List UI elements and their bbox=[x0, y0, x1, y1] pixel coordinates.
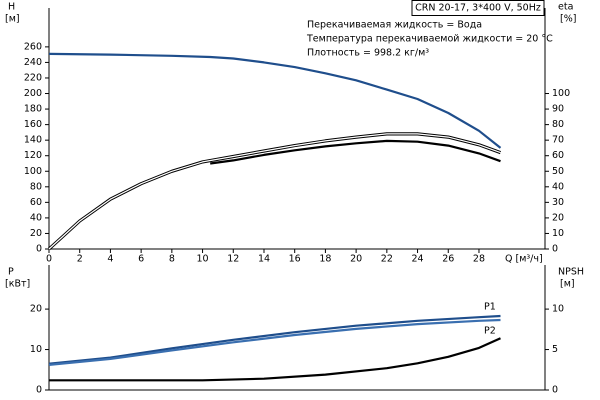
curve-label: P1 bbox=[484, 301, 496, 312]
y-tick-label: 10 bbox=[30, 344, 42, 355]
y-axis-label: H bbox=[8, 2, 15, 13]
y-tick-label: 60 bbox=[30, 197, 42, 208]
y2-tick-label: 5 bbox=[552, 344, 558, 355]
y-tick-label: 160 bbox=[24, 119, 42, 130]
annotation: Плотность = 998.2 кг/м³ bbox=[307, 48, 429, 59]
curve-inner bbox=[48, 133, 501, 250]
curve bbox=[48, 52, 502, 149]
y2-tick-label: 30 bbox=[552, 197, 564, 208]
x-tick-label: 18 bbox=[319, 254, 331, 265]
y2-tick-label: 60 bbox=[552, 150, 564, 161]
y-tick-label: 140 bbox=[24, 135, 42, 146]
y-tick-label: 220 bbox=[24, 72, 42, 83]
y-tick-label: 0 bbox=[36, 244, 42, 255]
y2-tick-label: 90 bbox=[552, 104, 564, 115]
x-tick-label: 20 bbox=[350, 254, 362, 265]
x-tick-label: 14 bbox=[258, 254, 270, 265]
y-tick-label: 120 bbox=[24, 150, 42, 161]
x-tick-label: 6 bbox=[138, 254, 144, 265]
y-tick-label: 260 bbox=[24, 41, 42, 52]
x-tick-label: 8 bbox=[169, 254, 175, 265]
x-tick-label: 4 bbox=[107, 254, 113, 265]
y-tick-label: 100 bbox=[24, 166, 42, 177]
y2-tick-label: 10 bbox=[552, 228, 564, 239]
curve bbox=[48, 318, 501, 366]
y-tick-label: 200 bbox=[24, 88, 42, 99]
y2-tick-label: 100 bbox=[552, 88, 570, 99]
curve bbox=[210, 139, 501, 165]
y2-tick-label: 20 bbox=[552, 212, 564, 223]
x-tick-label: 28 bbox=[473, 254, 485, 265]
y2-tick-label: 40 bbox=[552, 181, 564, 192]
y2-tick-label: 80 bbox=[552, 119, 564, 130]
y-tick-label: 0 bbox=[36, 385, 42, 396]
annotation: Перекачиваемая жидкость = Вода bbox=[307, 20, 482, 31]
y-axis-unit: [м] bbox=[5, 14, 20, 25]
y-tick-label: 40 bbox=[30, 212, 42, 223]
curve bbox=[48, 314, 501, 365]
y-axis-unit: [кВт] bbox=[5, 279, 30, 290]
x-tick-label: 22 bbox=[381, 254, 393, 265]
x-tick-label: 12 bbox=[227, 254, 239, 265]
x-tick-label: 24 bbox=[411, 254, 423, 265]
y-tick-label: 80 bbox=[30, 181, 42, 192]
x-tick-label: 2 bbox=[77, 254, 83, 265]
y-tick-label: 180 bbox=[24, 104, 42, 115]
annotation: Температура перекачиваемой жидкости = 20… bbox=[306, 34, 553, 45]
model-box bbox=[411, 0, 545, 16]
y-tick-label: 240 bbox=[24, 57, 42, 68]
y-tick-label: 20 bbox=[30, 228, 42, 239]
y2-axis-unit: [м] bbox=[560, 279, 575, 290]
curve-label: P2 bbox=[484, 326, 496, 337]
y2-tick-label: 70 bbox=[552, 135, 564, 146]
model-label: CRN 20-17, 3*400 V, 50Hz bbox=[415, 3, 541, 14]
x-tick-label: 0 bbox=[46, 254, 52, 265]
x-tick-label: 26 bbox=[442, 254, 454, 265]
y2-axis-label: eta bbox=[558, 2, 573, 13]
y-axis-label: P bbox=[8, 267, 14, 278]
y2-axis-unit: [%] bbox=[560, 14, 576, 25]
y-tick-label: 20 bbox=[30, 304, 42, 315]
curve bbox=[49, 337, 501, 382]
y2-axis-label: NPSH bbox=[558, 267, 584, 278]
x-tick-label: 10 bbox=[197, 254, 209, 265]
x-tick-label: 16 bbox=[289, 254, 301, 265]
x-axis-label: Q [м³/ч] bbox=[505, 254, 543, 265]
curve bbox=[47, 132, 502, 251]
y2-tick-label: 0 bbox=[552, 244, 558, 255]
y2-tick-label: 10 bbox=[552, 304, 564, 315]
y2-tick-label: 0 bbox=[552, 385, 558, 396]
y2-tick-label: 50 bbox=[552, 166, 564, 177]
